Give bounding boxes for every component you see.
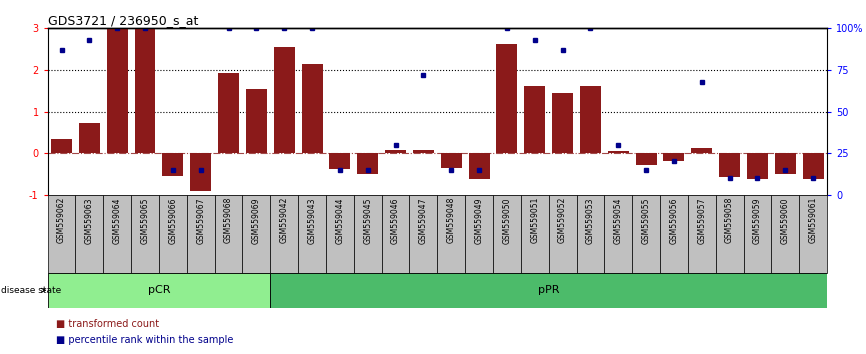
Bar xyxy=(131,195,159,273)
Text: GSM559069: GSM559069 xyxy=(252,197,261,244)
Bar xyxy=(187,195,215,273)
Text: GSM559052: GSM559052 xyxy=(558,197,567,244)
Text: ■ transformed count: ■ transformed count xyxy=(56,319,159,329)
Bar xyxy=(103,195,131,273)
Text: GSM559055: GSM559055 xyxy=(642,197,650,244)
Bar xyxy=(493,195,520,273)
Bar xyxy=(469,153,489,179)
Bar xyxy=(663,153,684,161)
Bar xyxy=(413,150,434,153)
Bar xyxy=(270,273,827,308)
Bar xyxy=(159,195,187,273)
Bar xyxy=(803,153,824,179)
Bar xyxy=(772,195,799,273)
Bar xyxy=(553,93,573,153)
Text: GSM559054: GSM559054 xyxy=(614,197,623,244)
Bar xyxy=(688,195,715,273)
Bar xyxy=(496,44,517,153)
Bar xyxy=(660,195,688,273)
Text: ■ percentile rank within the sample: ■ percentile rank within the sample xyxy=(56,335,234,345)
Bar xyxy=(326,195,354,273)
Text: GSM559066: GSM559066 xyxy=(168,197,178,244)
Bar xyxy=(604,195,632,273)
Text: GSM559045: GSM559045 xyxy=(363,197,372,244)
Text: GSM559048: GSM559048 xyxy=(447,197,456,244)
Bar xyxy=(298,195,326,273)
Text: pPR: pPR xyxy=(538,285,559,295)
Bar xyxy=(242,195,270,273)
Text: GSM559058: GSM559058 xyxy=(725,197,734,244)
Bar xyxy=(385,150,406,153)
Bar xyxy=(274,47,294,153)
Text: GSM559056: GSM559056 xyxy=(669,197,678,244)
Text: GSM559064: GSM559064 xyxy=(113,197,122,244)
Bar xyxy=(465,195,493,273)
Text: GSM559050: GSM559050 xyxy=(502,197,512,244)
Text: GSM559043: GSM559043 xyxy=(307,197,317,244)
Bar xyxy=(48,195,75,273)
Text: GSM559062: GSM559062 xyxy=(57,197,66,244)
Bar xyxy=(75,195,103,273)
Text: GDS3721 / 236950_s_at: GDS3721 / 236950_s_at xyxy=(48,14,198,27)
Text: GSM559060: GSM559060 xyxy=(781,197,790,244)
Text: GSM559065: GSM559065 xyxy=(140,197,150,244)
Bar xyxy=(215,195,242,273)
Bar xyxy=(437,195,465,273)
Text: GSM559044: GSM559044 xyxy=(335,197,345,244)
Text: disease state: disease state xyxy=(1,286,61,295)
Bar xyxy=(354,195,382,273)
Bar xyxy=(246,88,267,153)
Bar xyxy=(632,195,660,273)
Bar xyxy=(410,195,437,273)
Bar xyxy=(799,195,827,273)
Bar xyxy=(329,153,351,169)
Bar xyxy=(270,195,298,273)
Text: GSM559059: GSM559059 xyxy=(753,197,762,244)
Bar xyxy=(608,151,629,153)
Text: GSM559063: GSM559063 xyxy=(85,197,94,244)
Bar xyxy=(580,86,601,153)
Bar xyxy=(747,153,768,179)
Text: GSM559053: GSM559053 xyxy=(586,197,595,244)
Bar xyxy=(520,195,549,273)
Bar xyxy=(715,195,744,273)
Bar xyxy=(218,73,239,153)
Text: GSM559046: GSM559046 xyxy=(391,197,400,244)
Bar xyxy=(719,153,740,177)
Bar xyxy=(441,153,462,168)
Text: GSM559051: GSM559051 xyxy=(530,197,540,244)
Bar xyxy=(163,153,184,176)
Text: GSM559067: GSM559067 xyxy=(197,197,205,244)
Bar xyxy=(549,195,577,273)
Bar xyxy=(134,28,156,153)
Text: GSM559061: GSM559061 xyxy=(809,197,818,244)
Bar xyxy=(48,273,270,308)
Text: GSM559042: GSM559042 xyxy=(280,197,288,244)
Bar xyxy=(744,195,772,273)
Bar xyxy=(107,28,127,153)
Bar xyxy=(691,148,712,153)
Text: GSM559049: GSM559049 xyxy=(475,197,483,244)
Bar xyxy=(301,64,322,153)
Text: pCR: pCR xyxy=(148,285,171,295)
Bar xyxy=(382,195,410,273)
Bar xyxy=(577,195,604,273)
Bar xyxy=(51,138,72,153)
Bar xyxy=(79,123,100,153)
Bar xyxy=(636,153,656,165)
Text: GSM559068: GSM559068 xyxy=(224,197,233,244)
Bar xyxy=(191,153,211,192)
Bar xyxy=(358,153,378,174)
Bar xyxy=(775,153,796,174)
Text: GSM559057: GSM559057 xyxy=(697,197,707,244)
Text: GSM559047: GSM559047 xyxy=(419,197,428,244)
Bar xyxy=(524,86,546,153)
